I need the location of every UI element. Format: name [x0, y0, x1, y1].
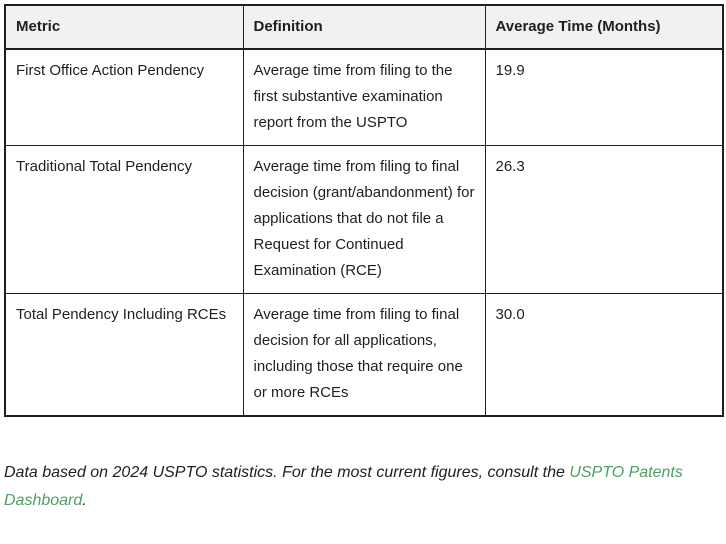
- avg-time-cell: 26.3: [484, 145, 724, 294]
- source-note: Data based on 2024 USPTO statistics. For…: [4, 459, 722, 515]
- table-header-row: Metric Definition Average Time (Months): [4, 4, 724, 50]
- table-row: Traditional Total Pendency Average time …: [4, 145, 724, 294]
- source-note-text-after: .: [82, 492, 87, 509]
- definition-cell: Average time from filing to final decisi…: [242, 145, 486, 294]
- pendency-metrics-table: Metric Definition Average Time (Months) …: [4, 4, 724, 417]
- metric-cell: First Office Action Pendency: [4, 48, 244, 146]
- metric-cell: Traditional Total Pendency: [4, 145, 244, 294]
- uspto-dashboard-link[interactable]: USPTO Patents Dashboard: [4, 464, 683, 509]
- avg-time-cell: 19.9: [484, 48, 724, 146]
- table-row: First Office Action Pendency Average tim…: [4, 48, 724, 146]
- avg-time-cell: 30.0: [484, 293, 724, 417]
- definition-cell: Average time from filing to final decisi…: [242, 293, 486, 417]
- definition-cell: Average time from filing to the first su…: [242, 48, 486, 146]
- column-header-avg-time: Average Time (Months): [484, 4, 724, 50]
- table-row: Total Pendency Including RCEs Average ti…: [4, 293, 724, 417]
- column-header-metric: Metric: [4, 4, 244, 50]
- source-note-text-before: Data based on 2024 USPTO statistics. For…: [4, 464, 570, 481]
- metric-cell: Total Pendency Including RCEs: [4, 293, 244, 417]
- column-header-definition: Definition: [242, 4, 486, 50]
